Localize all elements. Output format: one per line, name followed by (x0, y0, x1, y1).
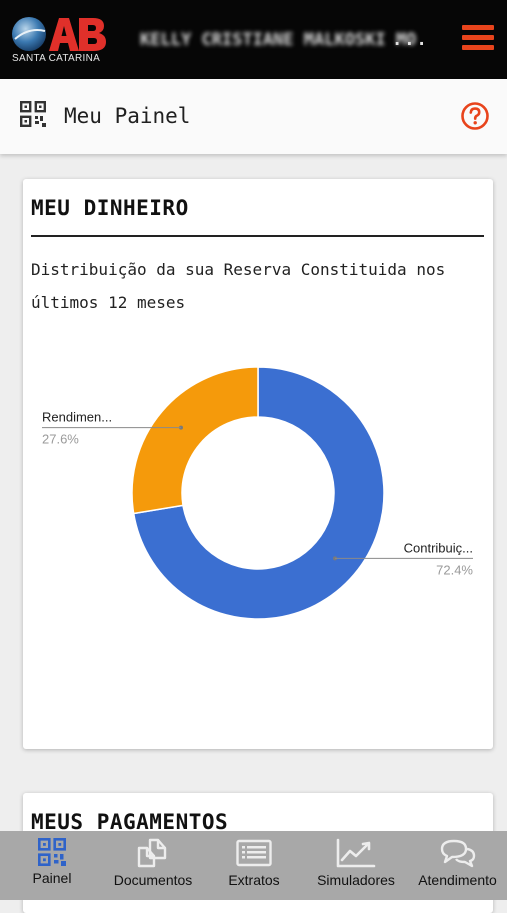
line-chart-icon (336, 838, 376, 868)
nav-label: Simuladores (317, 872, 395, 888)
nav-item-extratos[interactable]: Extratos (204, 831, 304, 900)
user-name: KELLY CRISTIANE MALKOSKI MO (140, 30, 417, 50)
money-card-description: Distribuição da sua Reserva Constituida … (31, 260, 446, 312)
donut-slice[interactable] (131, 366, 259, 515)
nav-label: Documentos (113, 872, 193, 888)
donut-slice[interactable] (132, 366, 385, 620)
logo-subtitle: SANTA CATARINA (12, 53, 101, 64)
nav-label: Atendimento (418, 872, 497, 888)
nav-item-atendimento[interactable]: Atendimento (408, 831, 507, 900)
qr-code-icon (20, 101, 46, 127)
help-circle-icon[interactable] (460, 101, 490, 131)
nav-item-painel[interactable]: Painel (2, 831, 102, 900)
nav-item-documentos[interactable]: Documentos (103, 831, 203, 900)
documents-icon (137, 838, 167, 868)
nav-item-simuladores[interactable]: Simuladores (305, 831, 407, 900)
statement-list-icon (236, 839, 272, 867)
reserve-distribution-chart: Contribuiç... 72.4% Rendimen... 27.6% (31, 327, 484, 747)
oab-logo (12, 17, 106, 51)
slice-value-label: 72.4% (436, 562, 473, 577)
payments-card-title: MEUS PAGAMENTOS (31, 810, 229, 834)
chat-bubbles-icon (440, 839, 475, 868)
donut-chart-svg: Contribuiç... 72.4% Rendimen... 27.6% (42, 366, 473, 620)
slice-value-label: 27.6% (42, 432, 79, 447)
hamburger-icon[interactable] (462, 25, 494, 53)
money-card-title: MEU DINHEIRO (31, 196, 189, 220)
page-title: Meu Painel (64, 104, 191, 128)
slice-label: Rendimen... (42, 410, 112, 425)
nav-label: Painel (32, 870, 72, 886)
user-name-ellipsis: ... (392, 30, 429, 50)
nav-label: Extratos (228, 872, 280, 888)
card-divider (31, 235, 484, 237)
qr-code-icon (38, 838, 66, 866)
page-header-bar (0, 79, 507, 154)
slice-label: Contribuiç... (404, 540, 473, 555)
